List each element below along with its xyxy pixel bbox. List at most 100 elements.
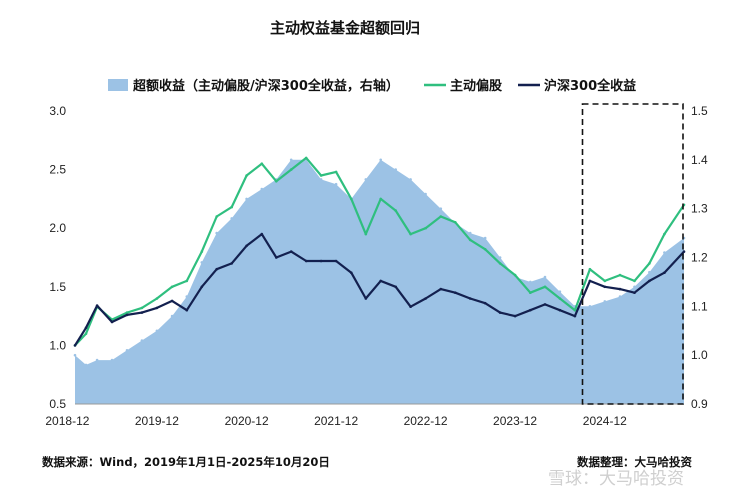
data-point-s2-24 [424,297,427,300]
data-point-s0-17 [319,178,323,181]
data-point-s0-32 [543,275,547,279]
data-point-s2-9 [200,285,204,289]
legend-label-excess: 超额收益（主动偏股/沪深300全收益，右轴） [133,78,399,94]
y-left-tick-label: 0.5 [49,397,66,411]
y-right-tick-label: 1.0 [691,348,708,362]
data-point-s2-21 [379,279,383,283]
data-point-s0-38 [633,285,636,289]
data-point-s0-37 [618,295,622,298]
data-point-s1-25 [439,215,443,218]
data-point-s1-27 [468,238,472,242]
data-point-s1-1 [84,332,88,336]
data-point-s2-23 [409,305,412,309]
x-tick-label: 2018-12 [45,414,89,428]
data-point-s2-30 [513,314,517,318]
data-point-s0-36 [603,300,607,303]
data-point-s1-31 [529,291,532,295]
data-point-s1-17 [319,174,323,177]
data-point-s1-14 [275,180,278,183]
data-point-s2-16 [304,259,308,263]
data-point-s0-29 [498,256,502,259]
data-point-s1-9 [200,250,204,253]
data-point-s2-41 [682,250,686,253]
data-point-s2-29 [498,311,502,314]
data-point-s0-28 [483,236,487,240]
data-point-s1-12 [245,174,248,177]
data-point-s1-4 [125,311,129,314]
data-point-s1-7 [170,285,174,289]
data-point-s0-1 [84,363,88,367]
data-point-s2-27 [468,297,472,300]
data-point-s2-19 [350,271,353,275]
y-right-tick-label: 1.2 [691,251,708,265]
data-point-s1-5 [140,306,144,310]
data-point-s2-18 [334,259,338,263]
data-point-s2-36 [603,285,607,289]
data-point-s2-22 [394,285,398,289]
data-point-s1-16 [304,156,308,160]
data-point-s0-20 [364,178,368,181]
x-tick-label: 2019-12 [135,414,179,428]
data-point-s0-18 [334,182,338,186]
data-point-s0-4 [125,349,129,352]
data-point-s0-13 [260,187,264,191]
data-point-s0-6 [155,329,159,333]
data-point-s0-31 [529,280,532,284]
data-point-s0-7 [170,314,174,318]
data-point-s1-11 [230,205,233,209]
data-point-s0-11 [230,217,233,220]
axes: 3.0 2.5 2.0 1.5 1.0 0.5 1.5 1.4 1.3 1.2 1.1 1.0 0.9 2… [45,103,708,428]
data-point-s1-8 [185,279,189,283]
data-point-s0-5 [140,339,144,342]
data-point-s0-22 [394,168,398,171]
data-point-s2-14 [275,256,278,259]
data-point-s0-12 [245,197,248,201]
data-point-s0-39 [648,270,651,274]
y-right-tick-label: 1.4 [691,153,708,167]
data-point-s1-19 [350,197,353,201]
y-left-tick-label: 1.5 [49,280,66,294]
data-point-s2-7 [170,299,174,303]
data-point-s2-4 [125,313,129,317]
data-point-s0-35 [588,305,592,308]
y-left-tick-label: 1.0 [49,338,66,352]
y-left-tick-label: 3.0 [49,104,66,118]
data-point-s1-36 [603,279,607,283]
y-right-tick-label: 1.3 [691,202,708,216]
data-point-s2-1 [84,326,88,330]
data-point-s2-31 [529,308,532,312]
data-point-s2-5 [140,311,144,314]
plot-area [73,156,686,404]
data-point-s0-23 [409,178,412,181]
data-point-s1-34 [573,308,577,312]
legend-label-csi300: 沪深300全收益 [544,78,636,94]
data-point-s1-40 [663,232,666,236]
data-point-s2-17 [319,259,323,263]
data-point-s0-8 [185,295,189,298]
data-point-s1-24 [424,226,427,230]
data-point-s1-18 [334,170,338,174]
y-left-tick-label: 2.0 [49,221,66,235]
data-point-s2-32 [543,303,547,306]
data-point-s2-28 [483,301,487,305]
data-point-s2-6 [155,306,159,310]
data-point-s0-10 [215,231,218,235]
data-point-s1-21 [379,197,383,201]
data-point-s0-24 [424,192,427,196]
data-point-s0-9 [200,261,204,264]
y-right-tick-label: 1.5 [691,104,708,118]
data-point-s2-0 [73,344,77,347]
data-point-s2-3 [110,320,114,324]
data-point-s0-21 [379,158,383,162]
data-point-s1-15 [289,168,293,171]
data-point-s1-23 [409,232,412,236]
data-point-s0-3 [110,358,114,362]
data-point-s0-25 [439,207,443,210]
data-point-s1-22 [394,209,398,212]
x-tick-label: 2024-12 [583,414,627,428]
x-tick-label: 2020-12 [225,414,269,428]
x-tick-label: 2023-12 [493,414,537,428]
data-point-s2-39 [648,279,651,283]
y-right-tick-label: 1.1 [691,299,708,313]
